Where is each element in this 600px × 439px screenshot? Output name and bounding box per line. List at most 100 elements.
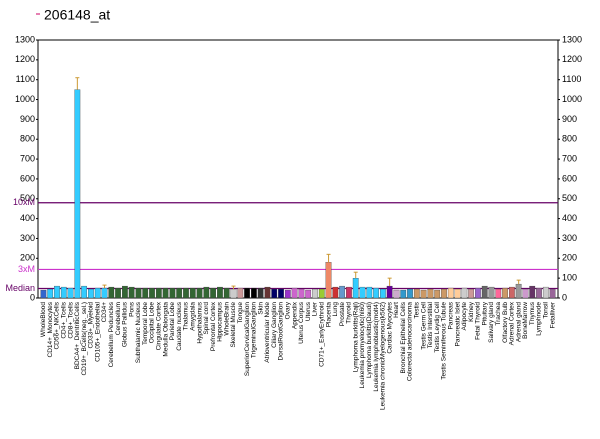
bar: [434, 289, 441, 299]
x-tick-label: Parietal Lobe: [169, 302, 176, 341]
x-tick-label: Medulla Oblongata: [162, 302, 169, 357]
x-tick-label: Uterus Corpus: [298, 301, 305, 344]
y2-tick-label: 1200: [562, 54, 582, 64]
x-tick-label: DorsalRootGanglion: [278, 302, 285, 361]
x-tick-label: Lymphoma burkitts(Raji): [352, 302, 359, 372]
x-tick-label: Ciliary Ganglion: [271, 302, 278, 348]
x-tick-label: Thalamus: [183, 301, 190, 330]
x-tick-label: Trachea: [495, 302, 502, 326]
y-tick-label: 1200: [15, 54, 35, 64]
bar: [278, 288, 284, 299]
reference-label: 10xM: [13, 197, 35, 207]
x-tick-label: Fetalliver: [549, 301, 556, 328]
bar: [128, 286, 135, 299]
x-tick-label: CD105+_Endothelial: [94, 301, 101, 361]
bar: [400, 289, 407, 299]
x-tick-label: Skin: [257, 302, 264, 315]
bar: [359, 286, 366, 299]
x-tick-label: WholeBlood: [40, 302, 47, 337]
x-tick-label: CD4+_Tcells: [60, 301, 67, 338]
x-tick-label: Thymus: [529, 301, 536, 325]
x-tick-label: Cerebellum: [115, 302, 122, 335]
bar: [413, 288, 420, 299]
y2-tick-label: 1000: [562, 94, 582, 104]
bar: [251, 287, 257, 299]
x-tick-label: WholeBrain: [223, 302, 230, 336]
x-tick-label: Olfactory Bulb: [502, 302, 509, 343]
x-tick-label: Testis Leydig Cell: [434, 301, 441, 352]
x-tick-label: Adipocyte: [461, 302, 468, 331]
x-tick-label: Placenta: [325, 302, 332, 328]
bar: [149, 287, 155, 299]
x-tick-label: Appendix: [291, 301, 298, 329]
bar: [230, 288, 237, 299]
bar: [298, 288, 305, 299]
x-tick-label: Thyroid: [346, 302, 353, 324]
x-tick-label: Kidney: [468, 301, 475, 322]
bar: [47, 288, 54, 299]
bar: [305, 289, 312, 299]
y-tick-label: 400: [20, 213, 35, 223]
x-tick-label: Uterus: [305, 301, 312, 321]
bar: [393, 289, 400, 299]
x-tick-label: BDCA4+_DentriticCells: [74, 301, 81, 369]
y2-tick-label: 600: [562, 173, 577, 183]
y2-tick-label: 400: [562, 213, 577, 223]
x-tick-label: Pons: [128, 301, 135, 317]
x-tick-label: Heart: [393, 302, 400, 318]
x-tick-label: Pancreatic Islet: [454, 302, 461, 347]
x-tick-label: CD8+_Tcells: [67, 301, 74, 338]
x-tick-label: Lung: [332, 302, 339, 317]
reference-label: Median: [5, 283, 35, 293]
bar: [40, 289, 47, 299]
bar: [142, 287, 149, 299]
x-tick-label: Leukemia promyelocytic(hl60): [359, 302, 366, 388]
bar: [169, 287, 176, 299]
x-tick-label: Ovary: [285, 301, 292, 319]
bar: [155, 287, 162, 299]
bar: [468, 288, 474, 299]
bar: [264, 286, 271, 299]
x-tick-label: Pancreas: [447, 301, 454, 329]
bar: [284, 289, 291, 299]
x-tick-label: Testis Germ Cell: [420, 301, 427, 349]
x-tick-label: Colorectal adenocarcinoma: [407, 302, 414, 382]
y-tick-label: 1100: [16, 74, 35, 84]
bar: [122, 285, 128, 299]
x-tick-label: CD19+_BCells(neg._sel.): [81, 302, 88, 376]
y2-tick-label: 300: [562, 233, 577, 243]
bar: [135, 287, 142, 299]
bar: [332, 286, 339, 299]
x-tick-label: Spinal cord: [203, 302, 210, 335]
x-tick-label: Adrenal Cortex: [509, 301, 516, 345]
bar: [210, 287, 216, 299]
x-tick-label: Lymphnode: [536, 302, 543, 336]
bar: [312, 288, 318, 299]
bar: [495, 288, 502, 299]
y2-tick-label: 800: [562, 134, 577, 144]
bar: [407, 288, 413, 299]
x-tick-label: Tonsil: [543, 301, 550, 318]
bar: [101, 287, 108, 299]
bar: [352, 278, 359, 299]
y-tick-label: 200: [20, 253, 35, 263]
y-tick-label: 800: [20, 134, 35, 144]
x-tick-label: Hippocampus: [217, 301, 224, 341]
bar: [346, 286, 352, 299]
bar: [549, 288, 556, 299]
x-tick-label: Bronchial Epithelial Cells: [400, 301, 407, 373]
bar: [522, 288, 529, 299]
x-tick-label: Leukemia chronicMyelogenous(k562): [380, 302, 387, 410]
bar: [427, 288, 434, 299]
y-tick-label: 600: [20, 173, 35, 183]
bar: [162, 287, 169, 299]
bar: [257, 287, 264, 299]
x-tick-label: Salivary gland: [488, 302, 495, 343]
bar: [271, 288, 278, 299]
x-tick-label: Subthalamic Nucleus: [135, 301, 142, 363]
bar: [366, 286, 373, 299]
bar: [318, 288, 325, 299]
bar: [74, 89, 81, 299]
x-tick-label: Testis Interstitial: [427, 301, 434, 348]
x-tick-label: Cerebellum Peduncles: [108, 301, 115, 367]
